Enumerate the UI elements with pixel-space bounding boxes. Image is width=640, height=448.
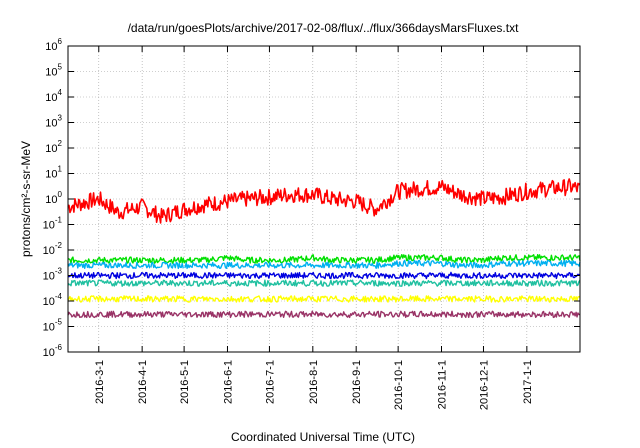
x-tick-label: 2017-1-1 — [522, 360, 534, 404]
x-tick-label: 2016-6-1 — [222, 360, 234, 404]
series-group — [67, 178, 581, 319]
y-axis-label: protons/cm²-s-sr-MeV — [19, 141, 33, 257]
y-tick-label: 105 — [45, 63, 62, 79]
x-tick-label: 2016-7-1 — [264, 360, 276, 404]
y-tick-label: 10-4 — [43, 292, 63, 308]
series-line — [67, 295, 581, 303]
x-tick-label: 2016-4-1 — [137, 360, 149, 404]
y-tick-label: 101 — [45, 165, 62, 181]
series-line — [67, 178, 581, 224]
y-tick-label: 100 — [45, 190, 62, 206]
y-tick-label: 10-3 — [43, 267, 63, 283]
chart-title: /data/run/goesPlots/archive/2017-02-08/f… — [128, 21, 520, 35]
y-tick-label: 104 — [45, 88, 62, 104]
y-tick-label: 10-6 — [43, 343, 63, 359]
x-axis-label: Coordinated Universal Time (UTC) — [231, 430, 415, 444]
y-tick-label: 106 — [45, 37, 62, 53]
x-tick-label: 2016-12-1 — [478, 360, 490, 410]
series-line — [67, 279, 581, 287]
y-tick-label: 10-1 — [43, 216, 63, 232]
series-line — [67, 253, 581, 264]
series-line — [67, 267, 581, 275]
series-line — [67, 271, 581, 280]
x-tick-label: 2016-5-1 — [179, 360, 191, 404]
y-tick-label: 10-2 — [43, 241, 63, 257]
y-axis: 10-6 10-5 10-4 10-3 10-2 10-1 100 101 102 103 104 1… — [43, 37, 580, 359]
x-axis: 2016-3-1 2016-4-1 2016-5-1 2016-6-1 2016-7-1… — [94, 46, 534, 410]
y-tick-label: 10-5 — [43, 318, 63, 334]
x-tick-label: 2016-11-1 — [437, 360, 449, 409]
x-tick-label: 2016-9-1 — [351, 360, 363, 404]
series-line — [67, 310, 580, 319]
x-tick-label: 2016-10-1 — [393, 360, 405, 410]
y-tick-label: 103 — [45, 114, 62, 130]
series-line — [67, 259, 581, 270]
x-tick-label: 2016-8-1 — [308, 360, 320, 404]
y-tick-label: 102 — [45, 139, 62, 155]
x-tick-label: 2016-3-1 — [94, 360, 106, 404]
